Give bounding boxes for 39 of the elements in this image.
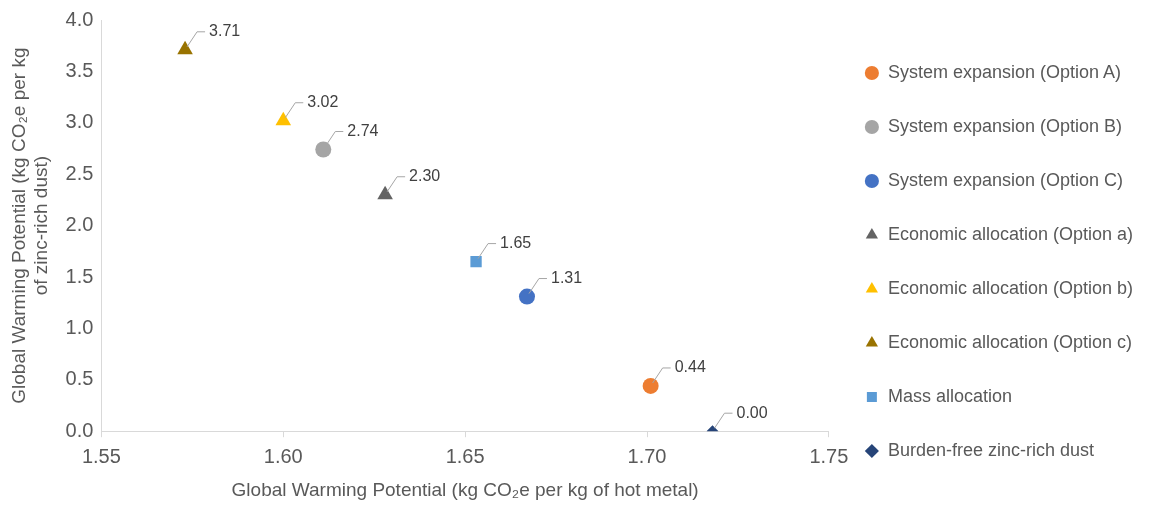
x-tick-label: 1.60 [263, 444, 303, 467]
point [470, 255, 482, 268]
y-tick-label: 2.0 [65, 213, 94, 236]
legend-label: System expansion (Option B) [887, 115, 1122, 136]
point [642, 377, 659, 394]
data-label: 2.30 [409, 167, 441, 185]
y-tick-label: 1.0 [65, 315, 94, 338]
y-axis-title: Global Warming Potential (kg CO₂e per kg of zinc-rich dust) [7, 47, 52, 404]
x-tick-label: 1.70 [627, 444, 667, 467]
x-tick-label: 1.55 [81, 444, 121, 467]
data-label: 1.65 [500, 233, 532, 251]
point [177, 40, 193, 55]
point [377, 185, 393, 200]
x-tick-label: 1.65 [445, 444, 485, 467]
data-label: 0.44 [674, 358, 706, 376]
x-tick-label: 1.75 [809, 444, 849, 467]
y-tick-label: 1.5 [65, 264, 94, 287]
legend-label: Economic allocation (Option a) [887, 223, 1134, 244]
legend-label: System expansion (Option C) [887, 169, 1123, 190]
legend-label: Economic allocation (Option c) [887, 331, 1132, 352]
y-tick-label: 2.5 [65, 161, 94, 184]
point [315, 141, 332, 158]
x-axis-title: Global Warming Potential (kg CO₂e per kg of hot metal) [231, 478, 699, 500]
point [518, 288, 535, 305]
point [275, 111, 292, 126]
legend-label: Economic allocation (Option b) [887, 277, 1134, 298]
data-label: 3.02 [307, 93, 339, 111]
y-tick-label: 3.0 [65, 110, 94, 133]
y-tick-label: 0.5 [65, 367, 94, 390]
data-label: 0.00 [736, 403, 768, 421]
y-tick-label: 4.0 [65, 7, 94, 30]
data-label: 1.31 [550, 268, 583, 286]
y-tick-label: 3.5 [65, 58, 94, 81]
legend-label: Mass allocation [887, 385, 1012, 406]
data-label: 2.74 [347, 121, 379, 139]
legend-label: System expansion (Option A) [887, 61, 1122, 82]
legend-label: Burden-free zinc-rich dust [887, 439, 1094, 460]
y-tick-label: 0.0 [65, 418, 94, 441]
data-label: 3.71 [209, 22, 241, 40]
